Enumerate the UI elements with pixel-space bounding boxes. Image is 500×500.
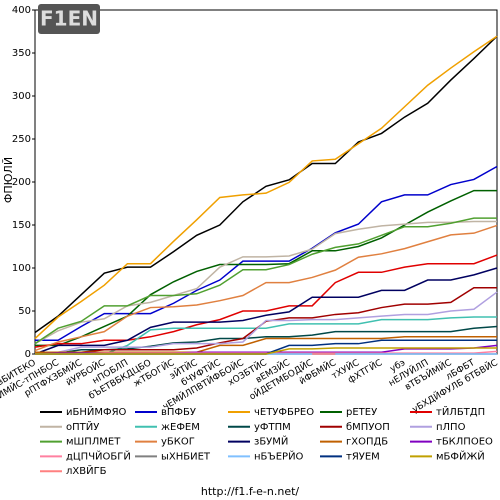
series-line <box>34 35 498 340</box>
series-line <box>35 347 497 355</box>
legend-label: уФТПМ <box>254 422 291 433</box>
legend-label: жЕФЕМ <box>161 422 200 433</box>
series-line <box>34 254 498 348</box>
legend-label: вПФБУ <box>161 407 196 418</box>
y-tick-label: 0 <box>25 349 31 360</box>
series-line <box>34 291 498 355</box>
legend-label: тЯУЕМ <box>346 451 380 462</box>
legend-label: оПТЙУ <box>66 420 99 433</box>
y-tick-label: 50 <box>18 306 31 317</box>
logo-box <box>38 4 100 34</box>
legend-label: лХВЙГБ <box>66 464 107 477</box>
legend-label: тЙЛБТДП <box>436 405 485 418</box>
legend-label: мБФЙЖЙ <box>436 449 485 462</box>
footer: http://f1.f-e-n.net/ <box>201 485 300 498</box>
series-line <box>35 189 497 347</box>
y-tick-label: 100 <box>12 263 31 274</box>
legend-label: уБКОГ <box>161 437 195 448</box>
y-axis-label: ФПЮЛЙ <box>2 157 15 203</box>
logo: F1EN <box>40 7 98 31</box>
series-line <box>35 316 497 355</box>
legend-label: иБНЙМФЯО <box>66 405 127 418</box>
series-line <box>35 336 497 354</box>
y-tick-label: 350 <box>12 48 31 59</box>
legend-label: зБУМЙ <box>254 435 288 448</box>
legend-label: дЦПЧЙОБГЙ <box>66 449 131 462</box>
plot-frame <box>34 9 498 355</box>
series-line <box>34 267 498 355</box>
y-tick-label: 300 <box>12 91 31 102</box>
series-line <box>34 224 498 352</box>
series-line <box>34 220 497 345</box>
y-tick-label: 400 <box>12 5 31 16</box>
y-tick-label: 250 <box>12 134 31 145</box>
series-line <box>35 350 498 355</box>
legend-label: гХОПДБ <box>346 437 388 448</box>
series-line <box>34 35 498 334</box>
legend-label: пЛПО <box>436 422 466 433</box>
legend-label: мШПЛМЕТ <box>66 437 121 448</box>
legend-label: ыХНБИЕТ <box>161 451 211 462</box>
legend-label: чЕТУФБРЕО <box>254 407 314 418</box>
legend-label: рЕТЕУ <box>346 407 377 418</box>
series-line <box>35 165 498 341</box>
y-tick-label: 200 <box>12 177 31 188</box>
legend-label: тБКЛПОЕО <box>436 437 493 448</box>
y-tick-label: 150 <box>12 220 31 231</box>
legend-label: нБЪЕРЙО <box>254 449 304 462</box>
legend-label: бМПУОП <box>346 422 390 433</box>
series-line <box>34 217 497 345</box>
